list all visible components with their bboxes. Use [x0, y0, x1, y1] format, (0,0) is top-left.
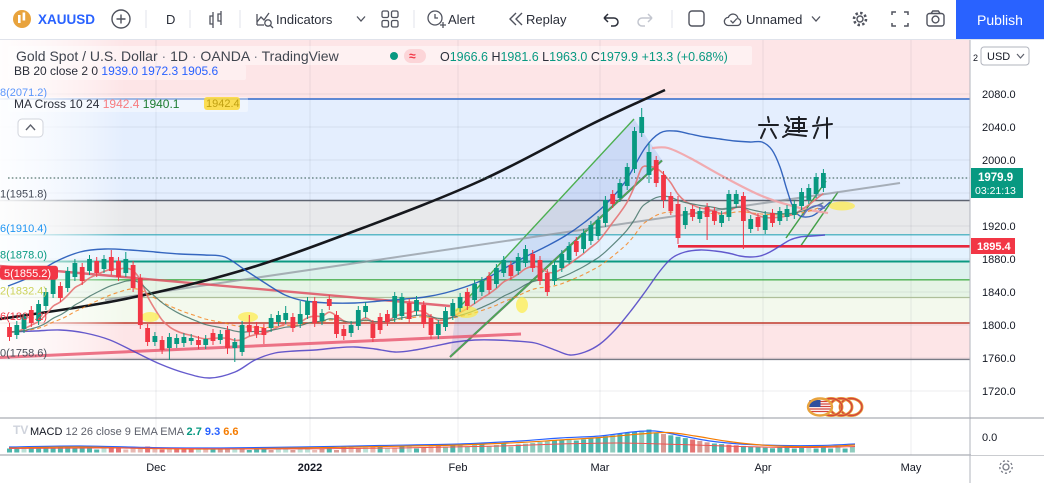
svg-text:2080.0: 2080.0: [982, 89, 1016, 101]
svg-text:Alert: Alert: [448, 12, 475, 27]
svg-text:2040.0: 2040.0: [982, 122, 1016, 134]
svg-text:0(1758.6): 0(1758.6): [0, 347, 47, 359]
svg-text:TV: TV: [13, 423, 28, 437]
svg-text:1880.0: 1880.0: [982, 254, 1016, 266]
svg-text:1920.0: 1920.0: [982, 221, 1016, 233]
svg-text:1942.4: 1942.4: [206, 98, 240, 110]
svg-text:03:21:13: 03:21:13: [975, 185, 1016, 197]
svg-text:2000.0: 2000.0: [982, 155, 1016, 167]
svg-text:2022: 2022: [298, 462, 322, 474]
svg-text:Indicators: Indicators: [276, 12, 333, 27]
svg-text:D: D: [166, 12, 175, 27]
svg-text:6(1910.4): 6(1910.4): [0, 223, 47, 235]
svg-text:Unnamed: Unnamed: [746, 12, 802, 27]
svg-text:1840.0: 1840.0: [982, 287, 1016, 299]
svg-text:Replay: Replay: [526, 12, 567, 27]
svg-text:1979.9: 1979.9: [978, 172, 1013, 184]
svg-text:1895.4: 1895.4: [977, 241, 1012, 253]
svg-text:1(1951.8): 1(1951.8): [0, 189, 47, 201]
svg-text:1760.0: 1760.0: [982, 353, 1016, 365]
svg-text:MACD 12 26 close 9 EMA EMA 2.7: MACD 12 26 close 9 EMA EMA 2.7 9.3 6.6: [30, 426, 239, 438]
svg-text:6(1804.2): 6(1804.2): [0, 311, 47, 323]
svg-text:8(1878.0): 8(1878.0): [0, 250, 47, 262]
svg-text:0.0: 0.0: [982, 432, 997, 444]
svg-text:Gold Spot / U.S. Dollar · 1D ·: Gold Spot / U.S. Dollar · 1D · OANDA · T…: [16, 48, 340, 64]
svg-text:XAUUSD: XAUUSD: [38, 12, 95, 27]
svg-text:USD: USD: [987, 51, 1010, 63]
svg-text:BB 20 close 2 0 1939.0 1972.3: BB 20 close 2 0 1939.0 1972.3 1905.6: [14, 64, 218, 78]
svg-text:O1966.6 H1981.6 L1963.0 C1979.: O1966.6 H1981.6 L1963.0 C1979.9 +13.3 (+…: [440, 50, 728, 64]
svg-text:5(1855.2): 5(1855.2): [4, 268, 51, 280]
svg-text:8(2071.2): 8(2071.2): [0, 87, 47, 99]
svg-text:May: May: [901, 462, 922, 474]
svg-text:Mar: Mar: [591, 462, 610, 474]
svg-text:Apr: Apr: [754, 462, 771, 474]
svg-text:MA Cross 10 24 1942.4 1940.1: MA Cross 10 24 1942.4 1940.1: [14, 97, 180, 111]
svg-text:2: 2: [973, 53, 978, 63]
svg-text:1800.0: 1800.0: [982, 320, 1016, 332]
svg-text:2(1832.4): 2(1832.4): [0, 286, 47, 298]
svg-text:Feb: Feb: [449, 462, 468, 474]
svg-text:≈: ≈: [409, 49, 416, 63]
svg-text:Dec: Dec: [146, 462, 166, 474]
svg-text:1720.0: 1720.0: [982, 386, 1016, 398]
